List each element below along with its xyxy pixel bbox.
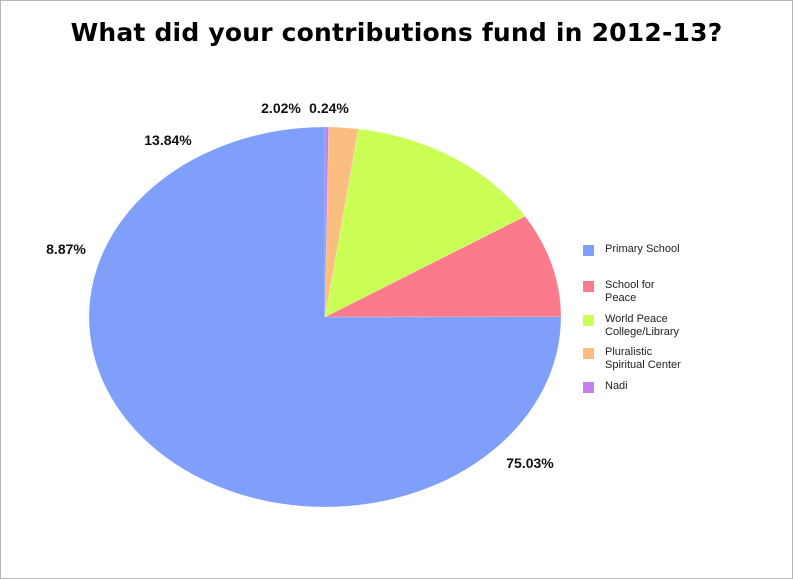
legend-label: Nadi bbox=[605, 380, 628, 392]
pie-slice-pluralistic-spiritual-center bbox=[324, 126, 359, 318]
pie-label-primary-school: 75.03% bbox=[506, 455, 554, 471]
legend-label: World Peace College/Library bbox=[605, 313, 679, 338]
legend-swatch bbox=[583, 348, 594, 359]
legend-swatch bbox=[583, 315, 594, 326]
legend-label: Pluralistic Spiritual Center bbox=[605, 346, 681, 371]
pie-label-nadi: 0.24% bbox=[309, 100, 349, 116]
pie-label-school-for-peace: 8.87% bbox=[46, 241, 86, 257]
legend-swatch bbox=[583, 281, 594, 292]
pie-slice-primary-school bbox=[88, 126, 562, 508]
legend-label: School for Peace bbox=[605, 279, 655, 304]
pie-slices bbox=[88, 126, 562, 508]
pie-slice-world-peace-college-library bbox=[324, 128, 526, 318]
legend-swatch bbox=[583, 245, 594, 256]
pie-slice-nadi bbox=[324, 126, 329, 318]
pie-labels: 75.03% 8.87% 13.84% 2.02% 0.24% bbox=[46, 100, 554, 471]
pie-slice-school-for-peace bbox=[324, 215, 562, 318]
pie-label-pluralistic-spiritual-center: 2.02% bbox=[261, 100, 301, 116]
legend-label: Primary School bbox=[605, 243, 680, 255]
legend-swatch bbox=[583, 382, 594, 393]
pie-label-world-peace-college-library: 13.84% bbox=[144, 132, 192, 148]
chart-title: What did your contributions fund in 2012… bbox=[70, 18, 723, 47]
